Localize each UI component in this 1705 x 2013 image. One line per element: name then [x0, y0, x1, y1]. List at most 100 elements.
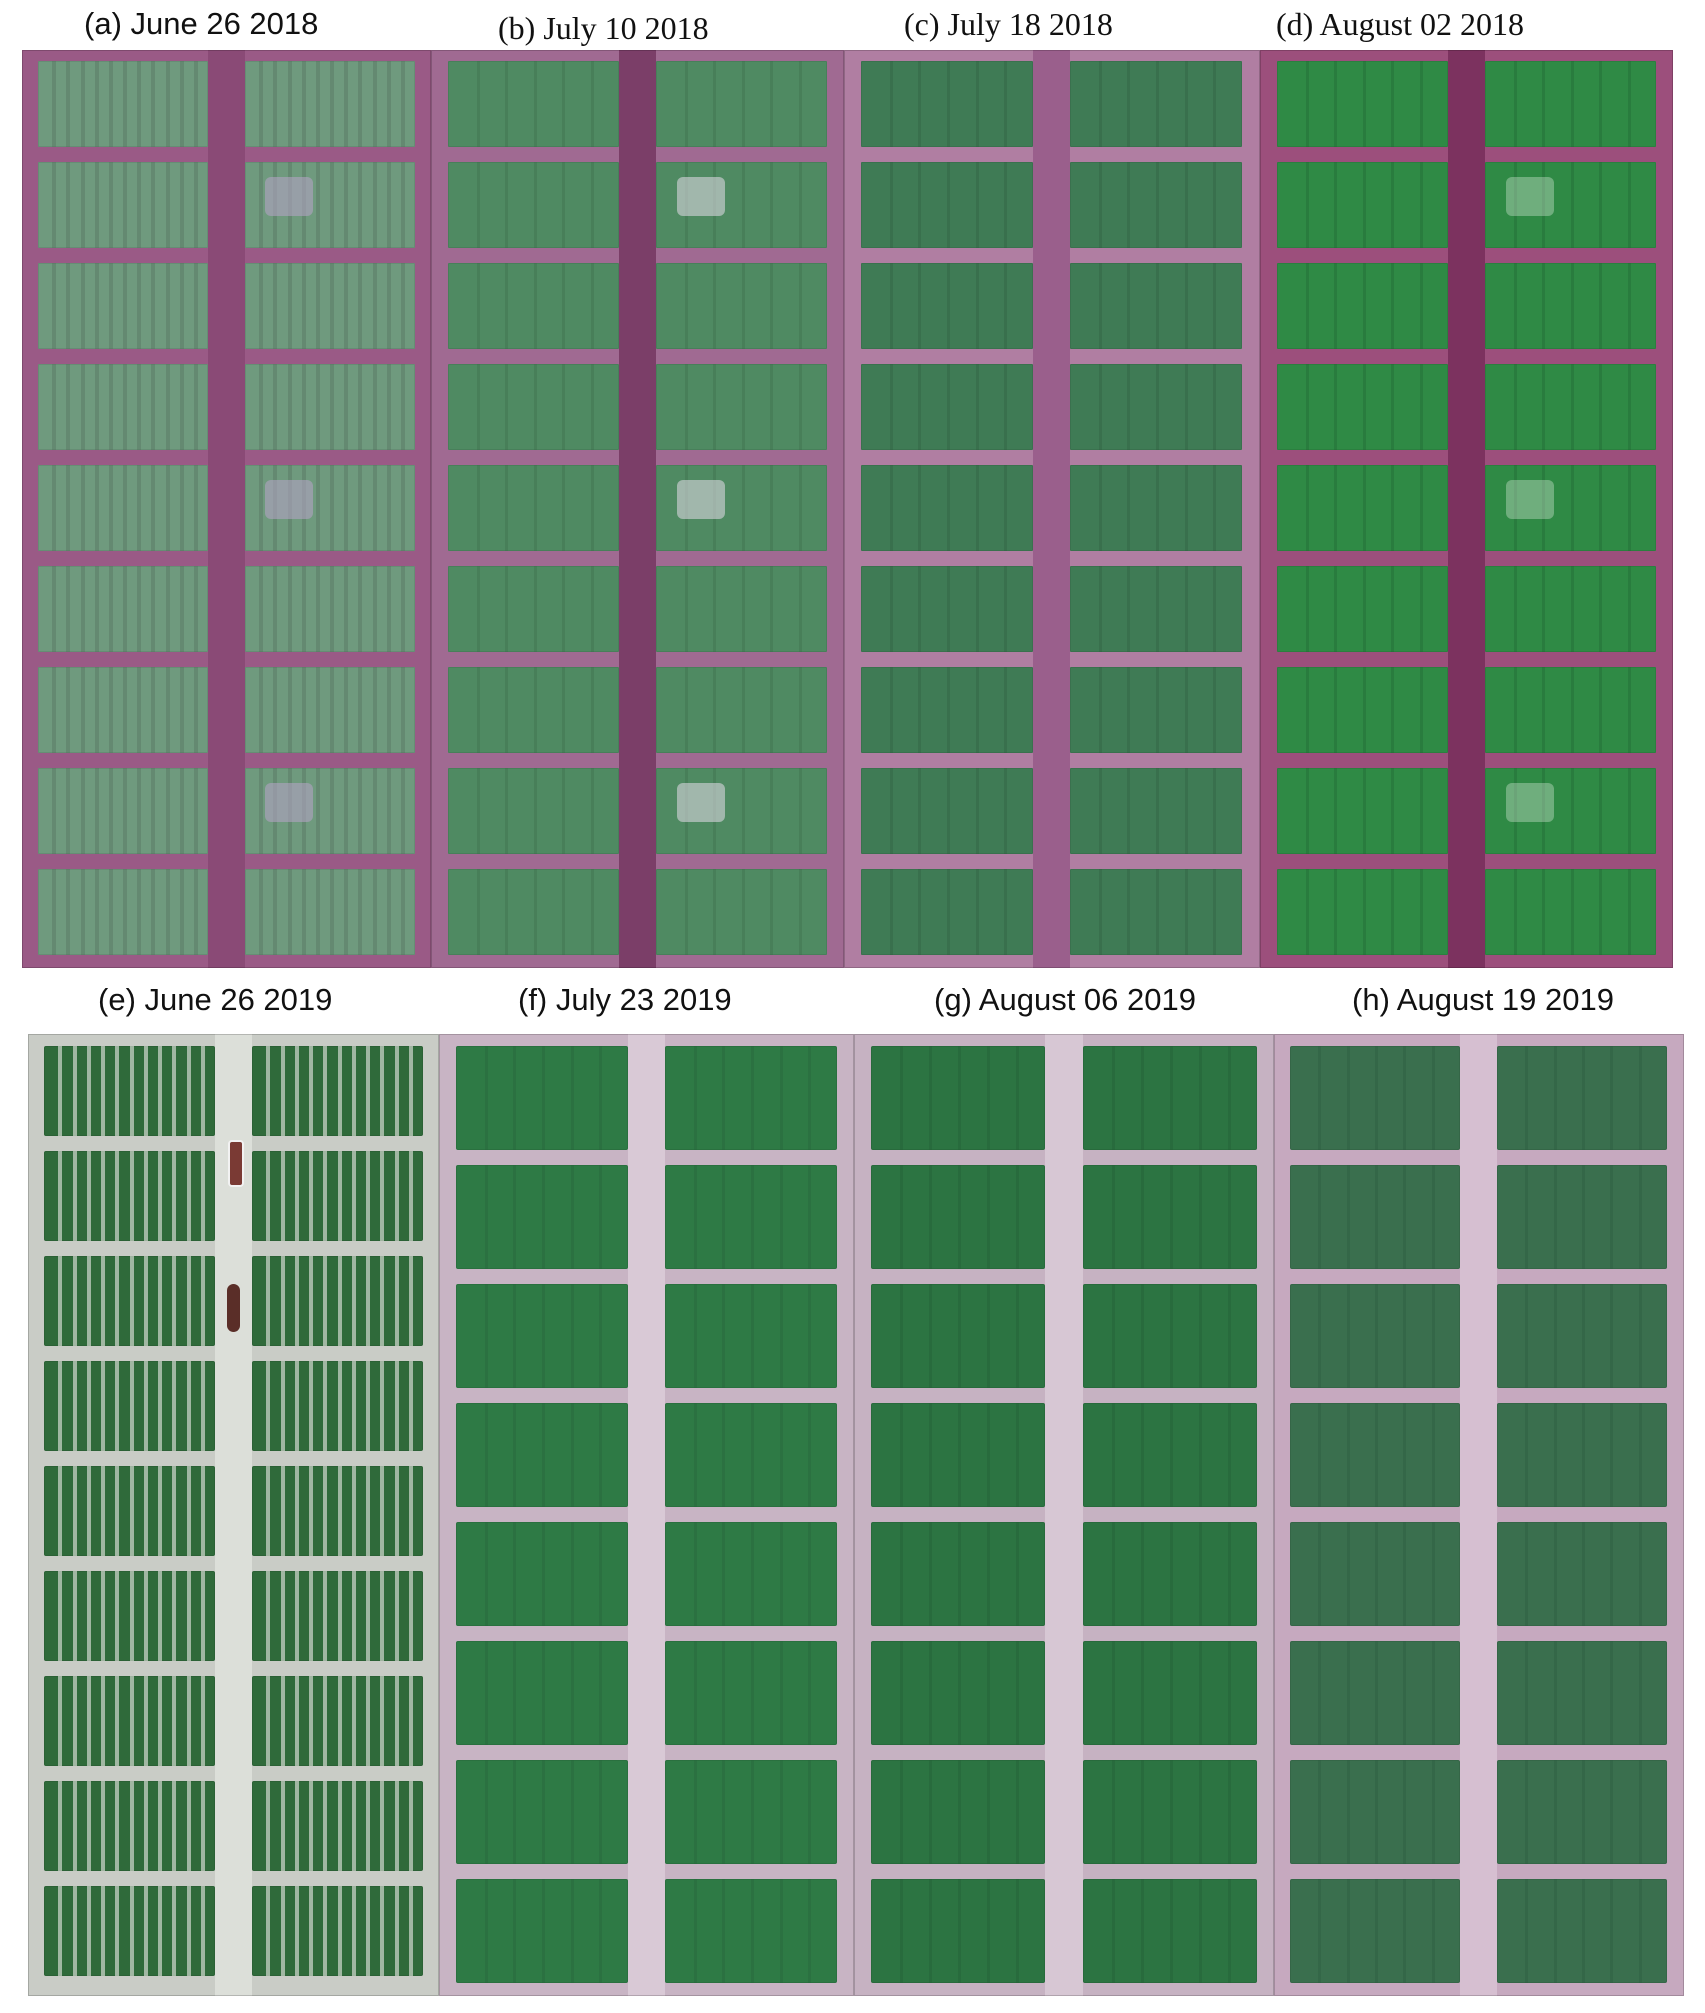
field-plot [1277, 566, 1448, 652]
field-plot [44, 1361, 215, 1451]
crop-row-line [201, 1676, 205, 1766]
crop-row-line [187, 1886, 191, 1976]
crop-row-line [1334, 162, 1337, 248]
crop-row-line [130, 1571, 134, 1661]
crop-row-line [87, 1676, 91, 1766]
field-plot [1290, 1403, 1460, 1507]
crop-row-line [95, 465, 99, 551]
field-plot [656, 566, 827, 652]
crop-row-line [1610, 1046, 1613, 1150]
crop-row-line [1127, 162, 1130, 248]
crop-row-line [742, 364, 745, 450]
crop-row-line [1525, 1284, 1528, 1388]
crop-row-line [1141, 1403, 1144, 1507]
field-plot [1485, 869, 1656, 955]
crop-row-line [1432, 1046, 1435, 1150]
crop-row-line [799, 162, 802, 248]
crop-row-line [1170, 1165, 1173, 1269]
field-plot [1083, 1760, 1257, 1864]
crop-row-line [562, 162, 565, 248]
field-plot [44, 1466, 215, 1556]
crop-row-line [1599, 263, 1602, 349]
field-plot [871, 1046, 1045, 1150]
crop-row-line [352, 1046, 356, 1136]
crop-row-line [409, 1256, 413, 1346]
field-plot [1485, 364, 1656, 450]
crop-row-line [323, 1466, 327, 1556]
crop-row-line [323, 1256, 327, 1346]
crop-row-line [477, 162, 480, 248]
crop-row-line [266, 1256, 270, 1346]
crop-row-line [1571, 566, 1574, 652]
field-plot [44, 1571, 215, 1661]
crop-row-line [599, 1641, 602, 1745]
panel-border [439, 1034, 854, 1996]
crop-row-line [352, 1466, 356, 1556]
crop-row-line [477, 869, 480, 955]
crop-row-line [1334, 364, 1337, 450]
crop-row-line [201, 1256, 205, 1346]
crop-row-line [694, 1403, 697, 1507]
crop-row-line [722, 1046, 725, 1150]
crop-row-line [73, 1676, 77, 1766]
crop-row-line [1375, 1760, 1378, 1864]
crop-row-line [373, 667, 377, 753]
crop-row-line [505, 768, 508, 854]
crop-row-line [166, 61, 170, 147]
field-plot [1485, 61, 1656, 147]
crop-row-line [338, 1571, 342, 1661]
crop-row-line [890, 667, 893, 753]
crop-row-line [808, 1046, 811, 1150]
crop-row-line [694, 1641, 697, 1745]
crop-row-line [808, 1879, 811, 1983]
crop-row-line [137, 667, 141, 753]
crop-row-line [1514, 667, 1517, 753]
crop-row-line [1628, 667, 1631, 753]
crop-row-line [1347, 1522, 1350, 1626]
panel-label-c: (c) July 18 2018 [904, 6, 1113, 42]
crop-row-line [1571, 667, 1574, 753]
crop-row-line [1099, 162, 1102, 248]
field-plot [861, 263, 1033, 349]
crop-row-line [685, 61, 688, 147]
field-plot [252, 1256, 423, 1346]
crop-row-line [1170, 1284, 1173, 1388]
crop-row-line [316, 768, 320, 854]
crop-row-line [947, 61, 950, 147]
crop-row-line [1514, 61, 1517, 147]
crop-row-line [266, 1151, 270, 1241]
crop-row-line [352, 1571, 356, 1661]
field-plot [252, 1571, 423, 1661]
crop-row-line [1306, 768, 1309, 854]
crop-row-line [401, 465, 405, 551]
crop-row-line [323, 1886, 327, 1976]
crop-row-line [1185, 465, 1188, 551]
crop-row-line [1599, 566, 1602, 652]
crop-row-line [1306, 364, 1309, 450]
crop-row-line [1582, 1046, 1585, 1150]
crop-row-line [1318, 1641, 1321, 1745]
crop-row-line [1582, 1403, 1585, 1507]
crop-row-line [562, 667, 565, 753]
crop-row-line [1306, 162, 1309, 248]
crop-row-line [1199, 1165, 1202, 1269]
crop-row-line [1127, 61, 1130, 147]
panel-label-a: (a) June 26 2018 [84, 6, 319, 41]
crop-row-line [958, 1284, 961, 1388]
field-plot [245, 263, 415, 349]
crop-row-line [194, 465, 198, 551]
crop-row-line [373, 61, 377, 147]
crop-row-line [137, 61, 141, 147]
crop-row-line [180, 869, 184, 955]
field-plot [665, 1165, 837, 1269]
crop-row-line [780, 1522, 783, 1626]
crop-row-line [1403, 1165, 1406, 1269]
crop-row-line [130, 1886, 134, 1976]
crop-row-line [273, 364, 277, 450]
crop-row-line [1099, 465, 1102, 551]
crop-row-line [534, 465, 537, 551]
crop-row-line [1156, 667, 1159, 753]
crop-row-line [918, 162, 921, 248]
crop-row-line [1156, 768, 1159, 854]
field-plot [448, 768, 619, 854]
